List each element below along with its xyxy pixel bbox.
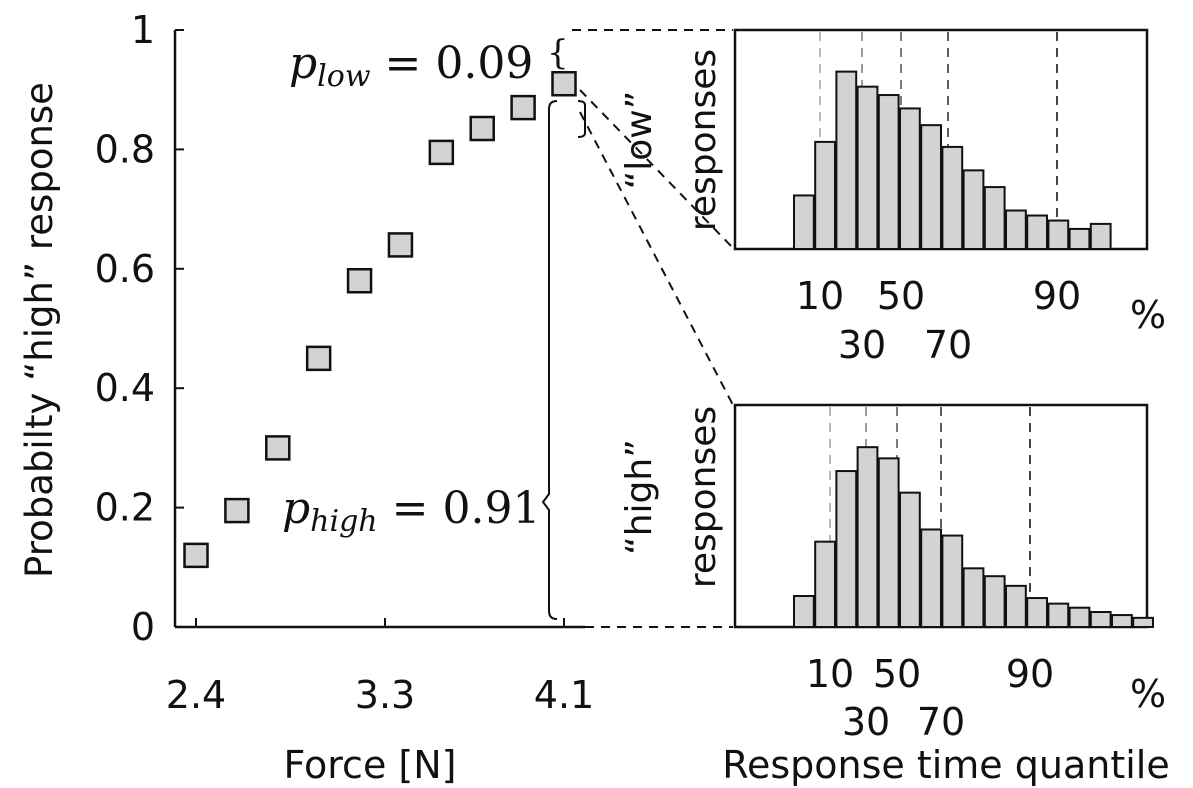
scatter-point [510,94,536,121]
histogram-bar [1026,214,1048,250]
marker-group [183,70,577,569]
y-tick-label: 0.6 [95,247,155,291]
histogram-bar [983,575,1006,628]
scatter-point [305,345,332,372]
quantile-label: 10 [796,274,844,318]
scatter-point [224,497,250,524]
y-tick-group: 0 0.2 0.4 0.6 0.8 1 [95,8,184,649]
brace-low: { [547,33,569,73]
bracket-low [577,100,586,138]
p-low-prefix: p [289,38,317,89]
p-high-value: = 0.91 [378,483,541,534]
histogram-bar [1089,611,1112,629]
quantile-label: 10 [806,652,854,696]
scatter-panel: 0 0.2 0.4 0.6 0.8 1 2.4 3.3 4.1 Probabilty “hig… [18,8,594,787]
p-high-subscript: high [310,504,377,539]
x-tick-label: 3.3 [355,673,415,717]
histogram-bar [856,85,879,250]
quantile-label: 30 [838,323,886,367]
histogram-low-title: “low” [619,91,660,190]
histogram-bar [941,534,964,628]
scatter-point [387,232,414,258]
histogram-bar [899,491,921,629]
histogram-bar [1026,597,1048,629]
percent-unit-high: % [1130,672,1166,716]
connector-bottom-low [579,89,734,249]
bracket-high [541,100,558,620]
histogram-low-ylabel: responses [683,49,724,231]
p-high-prefix: p [282,483,310,534]
y-tick-label: 0 [131,605,155,649]
p-low-subscript: low [317,59,371,94]
histogram-bar [835,70,858,250]
histogram-high-xlabel: Response time quantile [722,743,1169,787]
y-tick-label: 1 [131,8,155,52]
histogram-bar [1068,227,1091,250]
bar-group-high [793,446,1154,629]
quantile-label: 70 [924,323,972,367]
quantile-label: 70 [917,700,965,744]
histogram-bar [1005,209,1027,251]
connector-lines [572,29,734,628]
histogram-bar [1111,614,1133,629]
quantile-label: 90 [1033,274,1081,318]
histogram-bar [1005,584,1027,628]
scatter-point [428,139,455,166]
quantile-labels-low: 10 50 90 30 70 [796,274,1081,367]
y-tick-label: 0.4 [95,366,155,410]
histogram-bar [899,107,921,251]
histogram-bar [1068,606,1091,628]
x-axis-label: Force [N] [284,743,457,787]
bar-group-low [793,70,1112,251]
histogram-bar [941,145,964,250]
connector-top-high [579,111,734,406]
histogram-bar [920,528,943,629]
quantile-label: 50 [877,274,925,318]
scatter-point [346,267,373,294]
histogram-bar [877,94,900,250]
x-tick-group: 2.4 3.3 4.1 [166,618,594,717]
quantile-label: 50 [873,652,921,696]
histogram-bar [835,470,858,628]
histogram-bar [877,457,900,628]
histogram-bar [983,186,1006,251]
histogram-bar [856,446,879,628]
p-high-annotation: phigh = 0.91 [282,483,540,539]
quantile-label: 90 [1006,652,1054,696]
quantile-labels-high: 10 50 90 30 70 [806,652,1054,744]
x-tick-label: 4.1 [534,673,594,717]
y-tick-label: 0.2 [95,486,155,530]
histogram-bar [793,194,815,250]
histogram-bar [1047,602,1070,628]
y-tick-label: 0.8 [95,127,155,171]
histogram-bar [793,595,815,628]
scatter-point [551,70,577,97]
scatter-point [183,542,209,569]
p-low-annotation: plow = 0.09 [289,38,533,94]
histogram-bar [920,124,943,250]
histogram-high-ylabel: responses [683,406,724,588]
histogram-bar [1089,222,1112,251]
histogram-high-panel: responses “high” 10 50 90 30 70 % Response t… [619,403,1170,787]
y-axis-label: Probabilty “high” response [18,82,61,578]
histogram-low-panel: responses “low” 10 50 90 30 70 % [619,28,1166,367]
percent-unit-low: % [1130,293,1166,337]
histogram-bar [1047,219,1070,250]
histogram-bar [962,567,985,628]
histogram-bar [1132,616,1154,629]
histogram-bar [814,140,837,250]
scatter-point [265,435,291,461]
histogram-bar [962,169,985,251]
x-tick-label: 2.4 [166,673,226,717]
histogram-bar [814,540,837,628]
p-low-value: = 0.09 [371,38,534,89]
histogram-high-title: “high” [619,439,660,555]
quantile-label: 30 [842,700,890,744]
scatter-point [469,115,495,142]
